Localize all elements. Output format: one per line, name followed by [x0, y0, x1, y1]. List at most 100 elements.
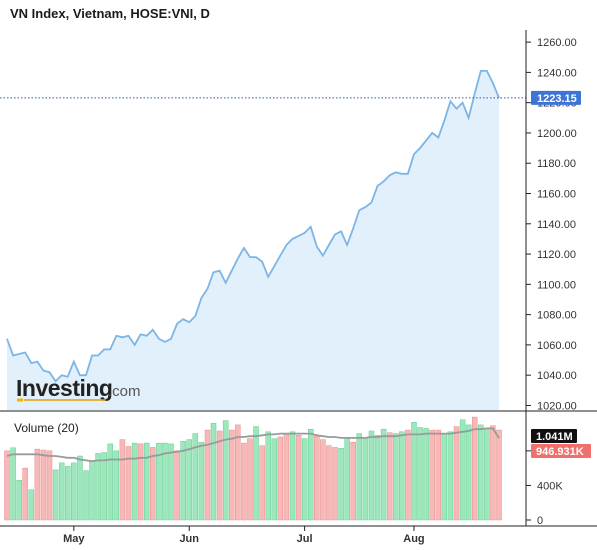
volume-bar	[65, 466, 71, 521]
volume-ma-badge-bg	[531, 444, 591, 458]
volume-bar	[411, 422, 417, 521]
volume-bar	[320, 439, 326, 521]
volume-bar	[374, 435, 381, 521]
volume-bar	[222, 420, 229, 521]
volume-bar	[71, 462, 77, 521]
price-y-tick-label: 1160.00	[537, 189, 576, 201]
price-y-tick-label: 1240.00	[537, 67, 577, 79]
volume-bar	[174, 450, 180, 521]
price-y-tick-label: 1260.00	[537, 37, 577, 49]
volume-y-tick-label: 400K	[537, 480, 563, 492]
volume-bar	[101, 452, 107, 521]
last-volume-badge: 1.041M	[531, 429, 577, 443]
volume-bar	[241, 442, 247, 521]
price-y-tick-label: 1100.00	[537, 279, 576, 291]
volume-bar	[107, 443, 114, 521]
volume-bar	[210, 422, 217, 521]
price-y-tick-label: 1060.00	[537, 340, 577, 352]
volume-ma-line	[6, 427, 500, 463]
volume-bar	[435, 429, 442, 521]
volume-bar	[283, 433, 290, 521]
volume-bar	[10, 447, 16, 521]
volume-bar	[277, 436, 284, 521]
volume-bar	[471, 416, 478, 521]
volume-bar	[192, 433, 199, 521]
price-y-tick-label: 1120.00	[537, 249, 576, 261]
volume-bar	[89, 460, 95, 521]
price-y-tick-label: 1040.00	[537, 370, 577, 382]
volume-bar	[441, 433, 448, 521]
volume-bar	[40, 449, 47, 521]
price-line	[6, 70, 500, 383]
volume-bar	[156, 442, 162, 521]
volume-bar	[235, 424, 241, 521]
logo-suffix: .com	[108, 383, 141, 400]
volume-bar	[301, 438, 308, 521]
last-price-label: 1223.15	[537, 93, 577, 105]
volume-bar	[417, 427, 423, 521]
volume-bar	[52, 469, 59, 521]
volume-bar	[459, 419, 466, 521]
volume-bar	[447, 431, 454, 521]
volume-bar	[490, 425, 496, 521]
volume-bar	[307, 428, 314, 521]
volume-bar	[125, 446, 132, 521]
last-volume-label: 1.041M	[536, 431, 573, 443]
logo-main: Investing	[16, 375, 112, 401]
volume-bar	[344, 437, 350, 521]
volume-bar	[198, 441, 205, 521]
volume-bar	[423, 428, 429, 521]
volume-bar	[34, 448, 41, 521]
volume-bar	[271, 438, 278, 521]
volume-bar	[216, 430, 223, 521]
volume-bar	[168, 443, 174, 521]
price-panel	[0, 70, 526, 411]
volume-bar	[386, 432, 393, 521]
price-y-tick-label: 1180.00	[537, 158, 576, 170]
x-axis: May Jun Jul Aug	[63, 526, 425, 545]
volume-bar	[399, 431, 405, 521]
x-tick-label: Jun	[179, 533, 199, 545]
volume-bar	[326, 445, 332, 521]
volume-bar	[453, 426, 460, 521]
volume-bar	[229, 429, 235, 521]
volume-bar	[350, 441, 356, 521]
volume-bar	[356, 433, 363, 521]
volume-bar	[380, 428, 387, 521]
volume-bar	[259, 445, 265, 521]
volume-title: Volume (20)	[14, 421, 79, 435]
chart-title: VN Index, Vietnam, HOSE:VNI, D	[10, 6, 210, 21]
volume-ma-badge: 946.931K	[531, 444, 591, 458]
volume-bar	[338, 448, 344, 521]
last-price-badge: 1223.15	[531, 90, 581, 105]
volume-bar	[119, 439, 126, 521]
volume-bar	[484, 428, 490, 521]
volume-bar	[496, 429, 502, 521]
volume-bar	[314, 435, 320, 521]
last-volume-badge-bg	[531, 429, 577, 443]
x-tick-label: May	[63, 533, 85, 545]
volume-bar	[180, 441, 186, 521]
volume-bar	[478, 424, 484, 521]
volume-bar	[22, 467, 28, 521]
volume-bar	[186, 439, 192, 521]
volume-ma-label: 946.931K	[536, 446, 584, 458]
volume-bar	[28, 489, 35, 521]
volume-bar	[131, 442, 138, 521]
volume-bar	[113, 450, 120, 521]
volume-y-tick-label: 0	[537, 515, 543, 527]
volume-bars	[4, 416, 502, 521]
volume-bar	[247, 438, 253, 521]
volume-bar	[58, 462, 65, 521]
price-y-tick-label: 1020.00	[537, 400, 577, 412]
volume-bar	[204, 429, 211, 521]
price-y-tick-label: 1200.00	[537, 128, 577, 140]
volume-bar	[289, 431, 296, 521]
volume-bar	[368, 430, 375, 521]
last-price-badge-bg	[531, 90, 581, 105]
volume-bar	[150, 447, 156, 521]
price-area	[7, 70, 499, 411]
volume-bar	[295, 435, 302, 521]
volume-bar	[405, 429, 411, 521]
volume-bar	[4, 450, 10, 521]
